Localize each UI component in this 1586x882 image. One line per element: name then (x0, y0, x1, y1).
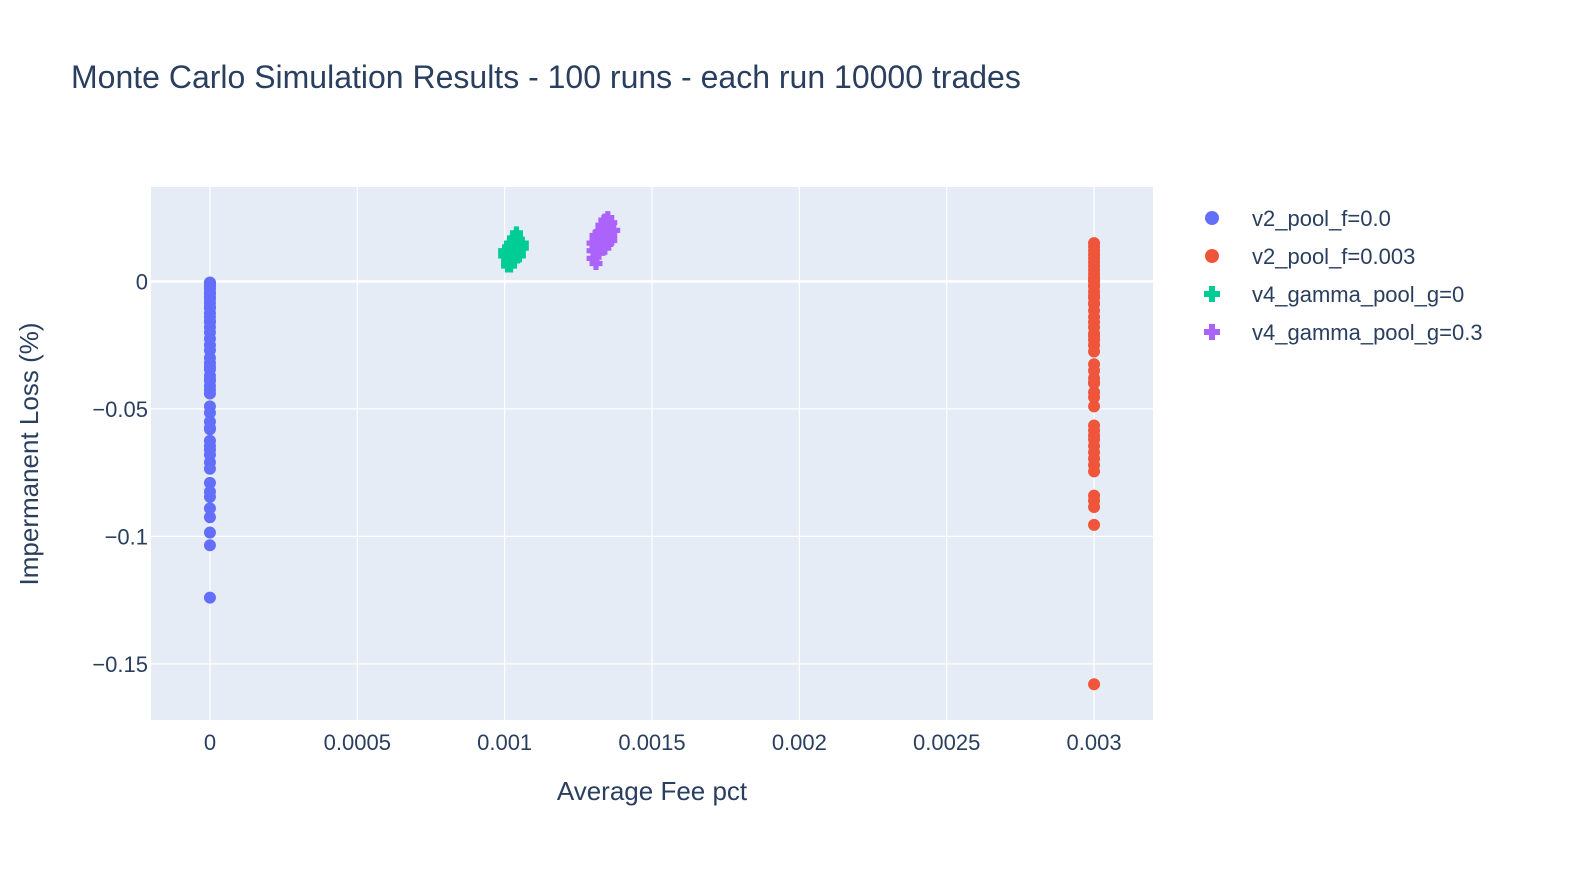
x-tick-label: 0.001 (477, 730, 532, 755)
data-point-series-0 (203, 314, 216, 327)
y-tick-label: −0.1 (105, 524, 148, 549)
legend-marker-circle (1205, 249, 1219, 263)
data-point-series-2 (515, 236, 529, 250)
x-axis-ticks: 0 0.0005 0.001 0.0015 0.002 0.0025 0.003 (204, 730, 1122, 755)
data-point-series-0 (203, 490, 216, 503)
legend-label: v4_gamma_pool_g=0 (1252, 282, 1464, 307)
data-point-series-0 (203, 286, 216, 299)
data-point-series-1 (1088, 465, 1101, 478)
data-point-series-2 (498, 244, 512, 258)
data-point-series-2 (506, 254, 520, 268)
legend-marker-circle (1205, 211, 1219, 225)
data-point-series-1 (1088, 400, 1101, 413)
legend-item-1[interactable]: v2_pool_f=0.003 (1205, 244, 1415, 269)
legend-label: v2_pool_f=0.0 (1252, 206, 1391, 231)
data-point-series-1 (1088, 274, 1101, 287)
x-tick-label: 0 (204, 730, 216, 755)
data-point-series-3 (592, 246, 606, 260)
x-axis-label: Average Fee pct (557, 776, 748, 806)
data-points (203, 211, 1101, 691)
legend-label: v2_pool_f=0.003 (1252, 244, 1415, 269)
legend-item-0[interactable]: v2_pool_f=0.0 (1205, 206, 1391, 231)
data-point-series-0 (203, 526, 216, 539)
legend-item-2[interactable]: v4_gamma_pool_g=0 (1204, 282, 1464, 307)
data-point-series-0 (203, 373, 216, 386)
data-point-series-1 (1088, 501, 1101, 514)
data-point-series-0 (203, 383, 216, 396)
chart-title: Monte Carlo Simulation Results - 100 run… (71, 59, 1021, 95)
data-point-series-2 (509, 226, 523, 240)
data-point-series-3 (586, 251, 600, 265)
data-point-series-0 (203, 421, 216, 434)
data-point-series-0 (203, 360, 216, 373)
data-point-series-3 (601, 223, 615, 237)
legend-label: v4_gamma_pool_g=0.3 (1252, 320, 1483, 345)
data-point-series-0 (203, 302, 216, 315)
data-point-series-0 (203, 539, 216, 552)
data-point-series-0 (203, 476, 216, 489)
data-point-series-0 (203, 462, 216, 475)
x-tick-label: 0.002 (772, 730, 827, 755)
data-point-series-0 (203, 406, 216, 419)
data-point-series-1 (1088, 330, 1101, 343)
x-tick-label: 0.0015 (618, 730, 685, 755)
data-point-series-2 (506, 231, 520, 245)
legend-marker-cross (1204, 286, 1220, 302)
legend-item-3[interactable]: v4_gamma_pool_g=0.3 (1204, 320, 1483, 345)
data-point-series-1 (1088, 297, 1101, 310)
data-point-series-0 (203, 276, 216, 289)
data-point-series-3 (589, 257, 603, 271)
x-tick-label: 0.0005 (324, 730, 391, 755)
data-point-series-1 (1088, 518, 1101, 531)
x-tick-label: 0.003 (1067, 730, 1122, 755)
y-tick-label: −0.05 (92, 397, 148, 422)
data-point-series-0 (203, 332, 216, 345)
x-tick-label: 0.0025 (913, 730, 980, 755)
data-point-series-3 (598, 241, 612, 255)
data-point-series-2 (512, 249, 526, 263)
legend-marker-cross (1204, 324, 1220, 340)
y-tick-label: 0 (136, 269, 148, 294)
data-point-series-0 (203, 511, 216, 524)
data-point-series-1 (1088, 429, 1101, 442)
data-point-series-0 (203, 502, 216, 515)
y-axis-ticks: 0 −0.05 −0.1 −0.15 (92, 269, 148, 677)
grid-lines (151, 187, 1153, 720)
legend[interactable]: v2_pool_f=0.0 v2_pool_f=0.003 v4_gamma_poo… (1204, 206, 1483, 345)
data-point-series-0 (203, 591, 216, 604)
data-point-series-0 (203, 434, 216, 447)
data-point-series-2 (504, 236, 518, 250)
data-point-series-1 (1088, 391, 1101, 404)
data-point-series-1 (1088, 376, 1101, 389)
data-point-series-1 (1088, 678, 1101, 691)
data-point-series-1 (1088, 345, 1101, 358)
y-tick-label: −0.15 (92, 652, 148, 677)
data-point-series-2 (504, 259, 518, 273)
data-point-series-3 (604, 234, 618, 248)
y-axis-label: Impermanent Loss (%) (14, 323, 44, 586)
data-point-series-3 (601, 211, 615, 225)
data-point-series-3 (595, 218, 609, 232)
